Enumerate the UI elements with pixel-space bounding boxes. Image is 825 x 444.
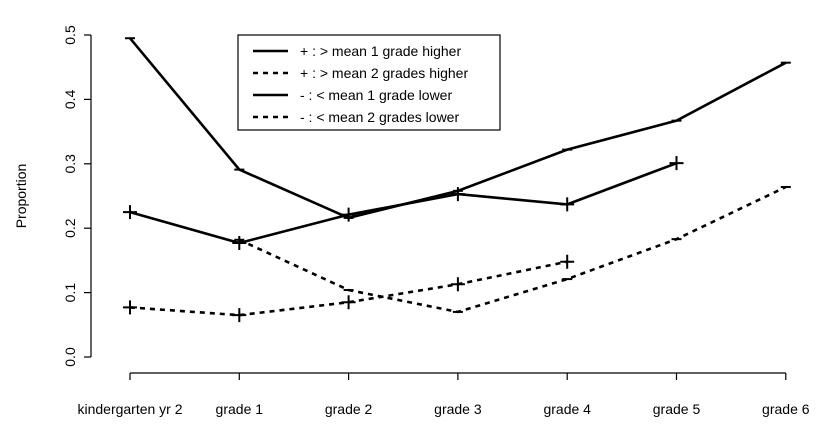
y-tick-label: 0.4 <box>62 89 78 109</box>
data-point-plus <box>450 187 465 202</box>
data-point-plus <box>341 295 356 310</box>
axes: 0.0 0.1 0.2 0.3 0.4 0.5 kindergarten yr 2 grade… <box>62 25 810 417</box>
x-tick-label: grade 4 <box>543 401 591 417</box>
series-layer <box>123 37 791 323</box>
y-tick-label: 0.5 <box>62 25 78 45</box>
data-point-plus <box>560 197 575 212</box>
data-point-plus <box>669 156 684 171</box>
data-point-plus <box>450 277 465 292</box>
x-tick-label: grade 2 <box>325 401 373 417</box>
data-point-plus <box>123 300 137 315</box>
series-line-2 <box>129 260 568 317</box>
data-point-plus <box>232 236 247 251</box>
y-tick-label: 0.0 <box>62 347 78 367</box>
x-tick-label: grade 5 <box>653 401 701 417</box>
legend-label-3: - : < mean 1 grade lower <box>300 87 452 103</box>
legend-label-4: - : < mean 2 grades lower <box>300 109 459 125</box>
y-tick-label: 0.3 <box>62 154 78 174</box>
y-tick-label: 0.2 <box>62 218 78 238</box>
data-point-plus <box>560 254 575 269</box>
x-tick-label: grade 3 <box>434 401 482 417</box>
data-point-plus <box>232 308 247 323</box>
x-tick-label: kindergarten yr 2 <box>77 401 182 417</box>
data-point-plus <box>123 205 137 220</box>
x-tick-label: grade 1 <box>216 401 264 417</box>
x-tick-label: grade 6 <box>762 401 810 417</box>
legend: + : > mean 1 grade higher + : > mean 2 g… <box>237 34 501 131</box>
legend-label-1: + : > mean 1 grade higher <box>300 43 461 59</box>
legend-label-2: + : > mean 2 grades higher <box>300 65 468 81</box>
y-tick-label: 0.1 <box>62 283 78 303</box>
y-axis-label: Proportion <box>13 164 29 229</box>
series-line-4 <box>238 185 787 314</box>
